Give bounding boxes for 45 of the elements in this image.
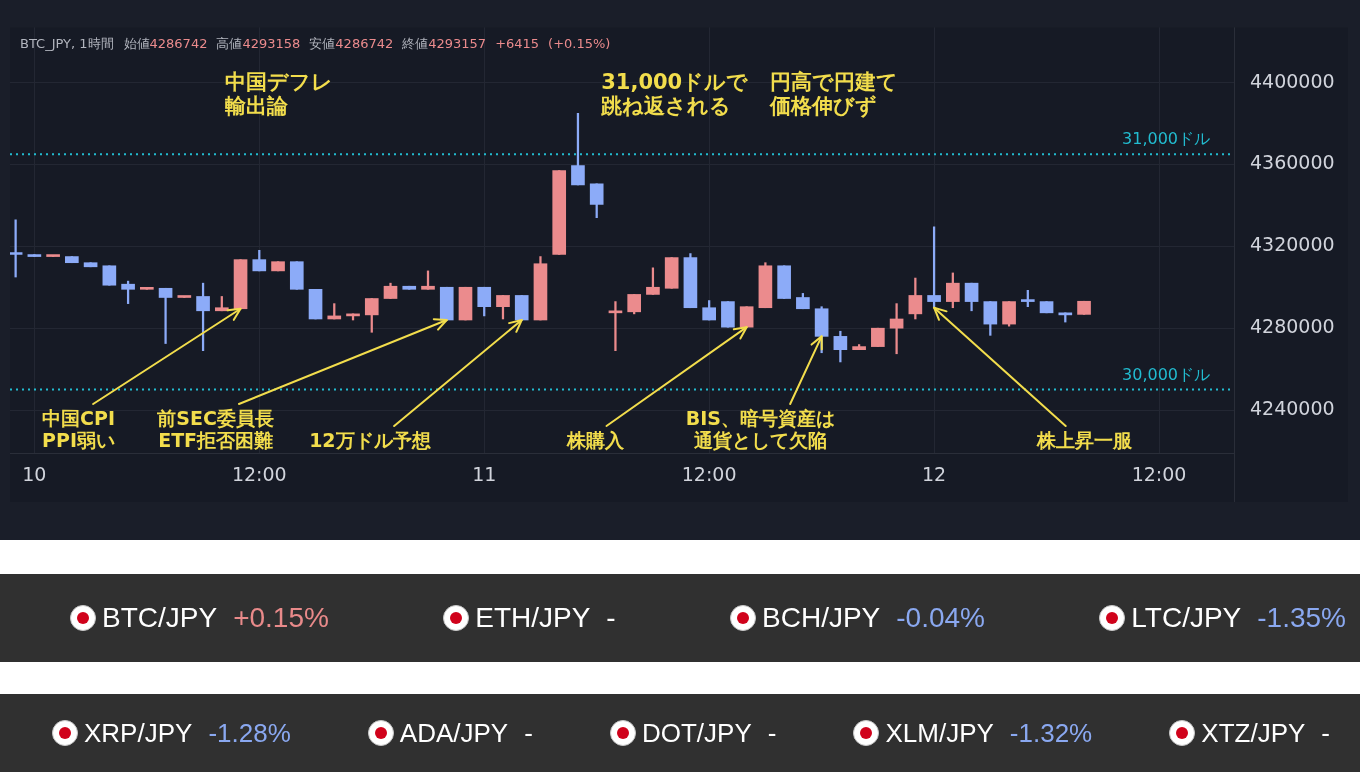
data-label: -1.28% — [208, 717, 291, 749]
annotation: 前SEC委員長 ETF拒否困難 — [156, 406, 274, 451]
x-tick-label: 12:00 — [231, 463, 287, 486]
annotation: 中国CPI PPI弱い — [42, 406, 116, 451]
y-tick-label: 4360000 — [1250, 151, 1335, 174]
category-label: XLM/JPY — [885, 717, 994, 749]
category-label: BTC/JPY — [102, 602, 218, 634]
y-tick-label: 4400000 — [1250, 69, 1335, 92]
text: 始値4286742 高値4293158 安値4286742 終値4293157 +6415 (+0.15%) — [123, 35, 611, 51]
annotation: 31,000ドルで跳ね返される — [600, 69, 749, 118]
data-label: +0.15% — [233, 602, 329, 634]
data-label: -1.32% — [1009, 717, 1093, 749]
candlestick — [158, 287, 173, 344]
category-label: BCH/JPY — [762, 602, 881, 634]
category-label: XRP/JPY — [84, 717, 193, 749]
data-label: - — [767, 717, 777, 749]
text: BTC_JPY, 1時間 — [20, 35, 114, 51]
y-tick-label: 4320000 — [1250, 233, 1335, 256]
x-tick-label: 12:00 — [681, 463, 737, 486]
data-label: - — [524, 717, 533, 749]
data-label: - — [1321, 717, 1330, 749]
category-label: DOT/JPY — [641, 717, 752, 749]
category-label: ETH/JPY — [475, 602, 591, 634]
annotation: BIS、暗号資産は通貨として欠陥 — [685, 406, 835, 451]
ref-line-label: 31,000ドル — [1122, 129, 1210, 149]
y-tick-label: 4280000 — [1250, 315, 1335, 338]
annotation: 円高で円建て価格伸びず — [769, 69, 899, 118]
ref-line-label: 30,000ドル — [1122, 364, 1210, 384]
data-label: - — [606, 602, 616, 634]
annotation: 12万ドル予想 — [309, 428, 431, 451]
x-tick-label: 11 — [472, 463, 497, 486]
y-tick-label: 4240000 — [1250, 396, 1335, 419]
x-tick-label: 10 — [22, 463, 47, 486]
candlestick — [10, 219, 23, 278]
x-tick-label: 12 — [922, 463, 947, 486]
annotation: 中国デフレ輸出論 — [224, 69, 334, 118]
category-label: XTZ/JPY — [1201, 717, 1306, 749]
data-label: -0.04% — [896, 602, 985, 634]
data-label: -1.35% — [1257, 602, 1346, 634]
category-label: ADA/JPY — [399, 717, 509, 749]
candlestick — [889, 303, 904, 355]
annotation: 株購入 — [565, 428, 625, 451]
annotation: 株上昇一服 — [1036, 428, 1134, 451]
x-tick-label: 12:00 — [1131, 463, 1187, 486]
category-label: LTC/JPY — [1131, 602, 1242, 634]
